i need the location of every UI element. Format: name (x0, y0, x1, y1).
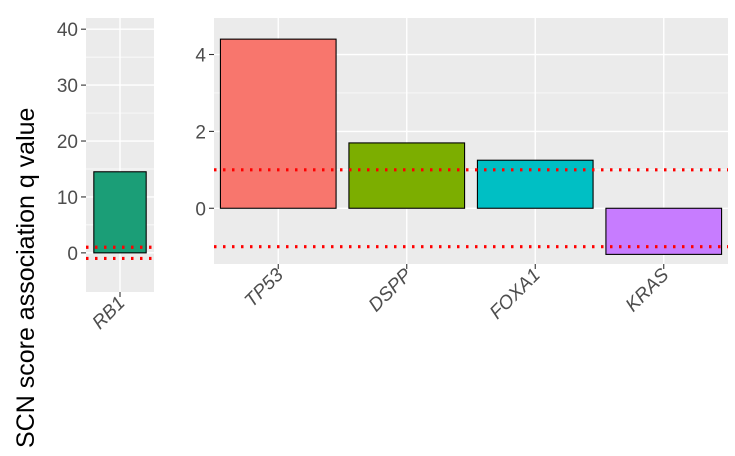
y-tick-label: 4 (195, 46, 206, 67)
x-tick-label-kras: KRAS (622, 264, 674, 316)
y-tick-label: 10 (57, 188, 78, 209)
panel-genes: 0 2 4 TP53 DSPP FOXA1 KRAS (195, 18, 728, 324)
bar-dspp (348, 142, 466, 209)
y-tick-label: 0 (67, 244, 78, 265)
bar-rb1 (93, 171, 147, 254)
panel-rb1: 0 10 20 30 40 RB1 (57, 18, 154, 334)
x-tick-label-foxa1: FOXA1 (486, 265, 545, 324)
bar-tp53 (219, 38, 337, 209)
bar-kras (605, 207, 723, 255)
y-tick-label: 30 (57, 76, 78, 97)
y-axis-title: SCN score association q value (12, 108, 40, 448)
y-tick-label: 20 (57, 132, 78, 153)
y-tick-label: 0 (195, 199, 206, 220)
bar-foxa1 (476, 159, 594, 209)
x-tick-label-tp53: TP53 (241, 264, 288, 311)
x-tick-label-rb1: RB1 (89, 293, 130, 334)
y-tick-label: 2 (195, 122, 206, 143)
y-tick-label: 40 (57, 20, 78, 41)
x-tick-label-dspp: DSPP (365, 264, 417, 316)
